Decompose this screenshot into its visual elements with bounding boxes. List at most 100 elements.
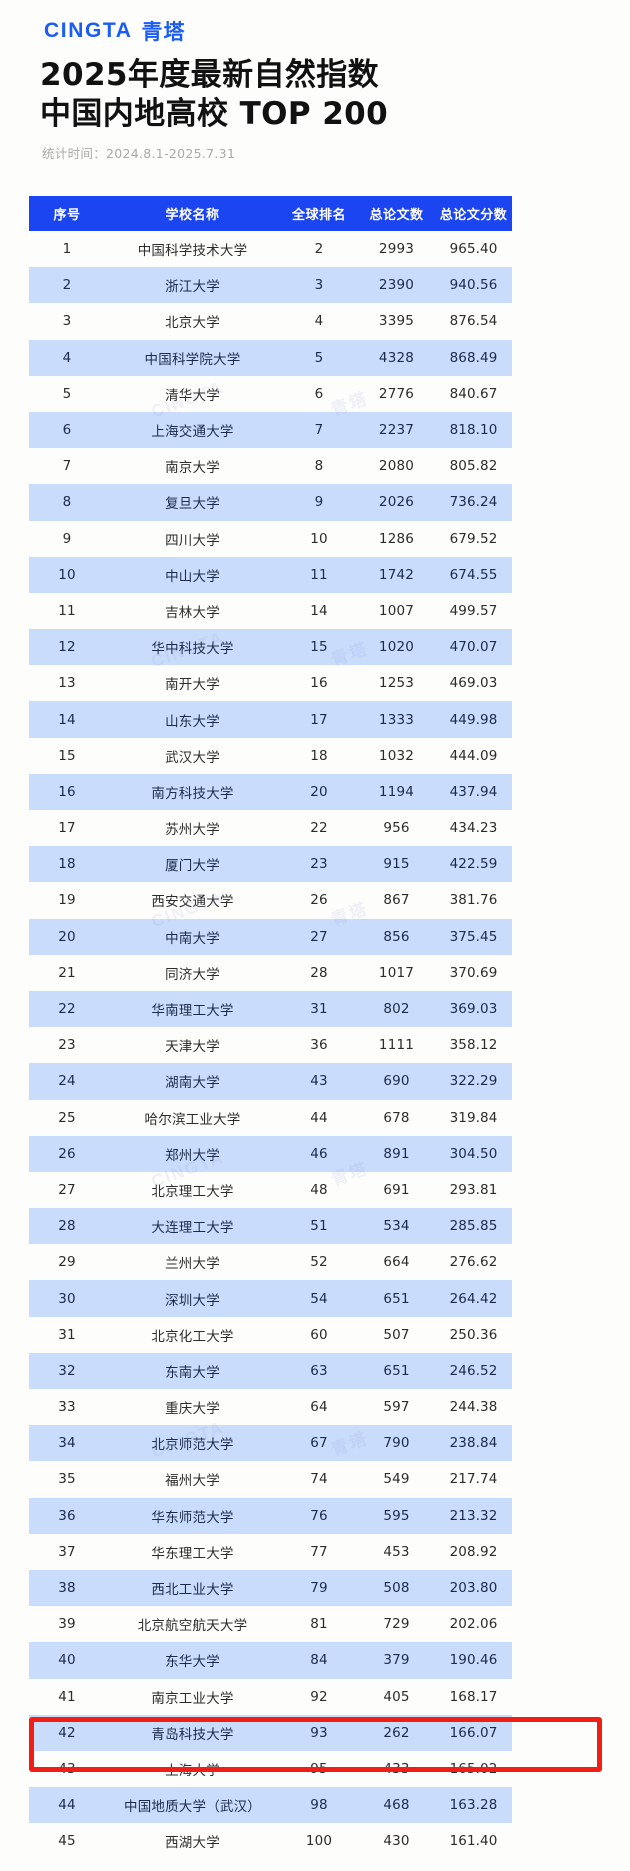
rank-cell: 41 (29, 1678, 105, 1715)
world-rank-cell: 8 (280, 448, 358, 485)
total-score-cell: 213.32 (435, 1497, 512, 1534)
table-head: 序号 学校名称 全球排名 总论文数 总论文分数 (29, 196, 512, 231)
total-papers-cell: 651 (358, 1352, 435, 1389)
table-row: 9 四川大学 10 1286 679.52 (29, 520, 512, 557)
world-rank-cell: 2 (280, 231, 358, 268)
school-name-cell: 北京理工大学 (105, 1171, 280, 1209)
brand-logo: CINGTA 青塔 (44, 16, 186, 46)
total-papers-cell: 915 (358, 846, 435, 883)
school-name-cell: 西安交通大学 (105, 882, 280, 919)
table-row: 36 华东师范大学 76 595 213.32 (29, 1497, 512, 1534)
table-row: 35 福州大学 74 549 217.74 (29, 1461, 512, 1498)
total-score-cell: 293.81 (435, 1171, 512, 1209)
total-score-cell: 304.50 (435, 1135, 512, 1172)
school-name-cell: 苏州大学 (105, 810, 280, 847)
page-title-line-1: 2025年度最新自然指数 (40, 57, 380, 93)
total-papers-cell: 430 (358, 1823, 435, 1860)
total-papers-cell: 691 (358, 1171, 435, 1209)
rank-cell: 33 (29, 1389, 105, 1426)
total-score-cell: 238.84 (435, 1425, 512, 1462)
total-papers-cell: 891 (358, 1135, 435, 1172)
total-score-cell: 203.80 (435, 1569, 512, 1607)
table-row: 39 北京航空航天大学 81 729 202.06 (29, 1606, 512, 1643)
total-score-cell: 470.07 (435, 629, 512, 666)
table-row: 31 北京化工大学 60 507 250.36 (29, 1316, 512, 1353)
school-name-cell: 哈尔滨工业大学 (105, 1099, 280, 1136)
world-rank-cell: 95 (280, 1750, 358, 1788)
rank-cell: 20 (29, 918, 105, 955)
table-row: 33 重庆大学 64 597 244.38 (29, 1389, 512, 1426)
world-rank-cell: 76 (280, 1497, 358, 1534)
school-name-cell: 上海交通大学 (105, 411, 280, 449)
school-name-cell: 上海大学 (105, 1750, 280, 1788)
rank-cell: 7 (29, 448, 105, 485)
total-papers-cell: 508 (358, 1569, 435, 1607)
table-row: 21 同济大学 28 1017 370.69 (29, 954, 512, 991)
school-name-cell: 南开大学 (105, 665, 280, 702)
table-row: 1 中国科学技术大学 2 2993 965.40 (29, 231, 512, 268)
total-papers-cell: 534 (358, 1208, 435, 1245)
world-rank-cell: 67 (280, 1425, 358, 1462)
school-name-cell: 东华大学 (105, 1642, 280, 1679)
world-rank-cell: 18 (280, 737, 358, 774)
total-papers-cell: 729 (358, 1606, 435, 1643)
table-row: 17 苏州大学 22 956 434.23 (29, 810, 512, 847)
world-rank-cell: 84 (280, 1642, 358, 1679)
school-name-cell: 南京大学 (105, 448, 280, 485)
rank-cell: 38 (29, 1569, 105, 1607)
rank-cell: 37 (29, 1533, 105, 1570)
world-rank-cell: 9 (280, 484, 358, 521)
world-rank-cell: 4 (280, 303, 358, 340)
table-row: 34 北京师范大学 67 790 238.84 (29, 1425, 512, 1462)
world-rank-cell: 74 (280, 1461, 358, 1498)
rank-cell: 19 (29, 882, 105, 919)
table-row: 5 清华大学 6 2776 840.67 (29, 375, 512, 412)
column-header-world-rank: 全球排名 (280, 196, 358, 231)
rank-cell: 32 (29, 1352, 105, 1389)
total-papers-cell: 867 (358, 882, 435, 919)
statistics-period-label: 统计时间：2024.8.1-2025.7.31 (42, 146, 236, 161)
total-papers-cell: 2026 (358, 484, 435, 521)
school-name-cell: 兰州大学 (105, 1244, 280, 1281)
total-papers-cell: 453 (358, 1533, 435, 1570)
total-score-cell: 264.42 (435, 1280, 512, 1317)
table-row: 43 上海大学 95 433 165.02 (29, 1750, 512, 1788)
total-papers-cell: 2080 (358, 448, 435, 485)
school-name-cell: 南方科技大学 (105, 773, 280, 810)
total-papers-cell: 1286 (358, 520, 435, 557)
world-rank-cell: 64 (280, 1389, 358, 1426)
total-score-cell: 246.52 (435, 1352, 512, 1389)
school-name-cell: 东南大学 (105, 1352, 280, 1389)
total-papers-cell: 4328 (358, 339, 435, 376)
school-name-cell: 中国地质大学（武汉） (105, 1787, 280, 1824)
rank-cell: 2 (29, 267, 105, 304)
column-header-school: 学校名称 (105, 196, 280, 231)
school-name-cell: 复旦大学 (105, 484, 280, 521)
total-papers-cell: 664 (358, 1244, 435, 1281)
total-score-cell: 358.12 (435, 1027, 512, 1064)
brand-logo-chinese: 青塔 (141, 20, 186, 44)
table-row: 38 西北工业大学 79 508 203.80 (29, 1569, 512, 1607)
school-name-cell: 厦门大学 (105, 846, 280, 883)
school-name-cell: 浙江大学 (105, 267, 280, 304)
total-papers-cell: 1020 (358, 629, 435, 666)
rank-cell: 24 (29, 1063, 105, 1100)
table-row: 44 中国地质大学（武汉） 98 468 163.28 (29, 1787, 512, 1824)
school-name-cell: 西北工业大学 (105, 1569, 280, 1607)
total-score-cell: 381.76 (435, 882, 512, 919)
page-title: 2025年度最新自然指数 中国内地高校 TOP 200 (40, 56, 580, 134)
world-rank-cell: 14 (280, 592, 358, 630)
school-name-cell: 华东理工大学 (105, 1533, 280, 1570)
total-score-cell: 165.02 (435, 1750, 512, 1788)
total-score-cell: 422.59 (435, 846, 512, 883)
table-row: 30 深圳大学 54 651 264.42 (29, 1280, 512, 1317)
total-score-cell: 375.45 (435, 918, 512, 955)
brand-logo-latin: CINGTA (44, 19, 133, 42)
world-rank-cell: 5 (280, 339, 358, 376)
school-name-cell: 华中科技大学 (105, 629, 280, 666)
table-row: 13 南开大学 16 1253 469.03 (29, 665, 512, 702)
total-score-cell: 161.40 (435, 1823, 512, 1860)
total-score-cell: 840.67 (435, 375, 512, 412)
total-score-cell: 940.56 (435, 267, 512, 304)
table-row: 28 大连理工大学 51 534 285.85 (29, 1208, 512, 1245)
